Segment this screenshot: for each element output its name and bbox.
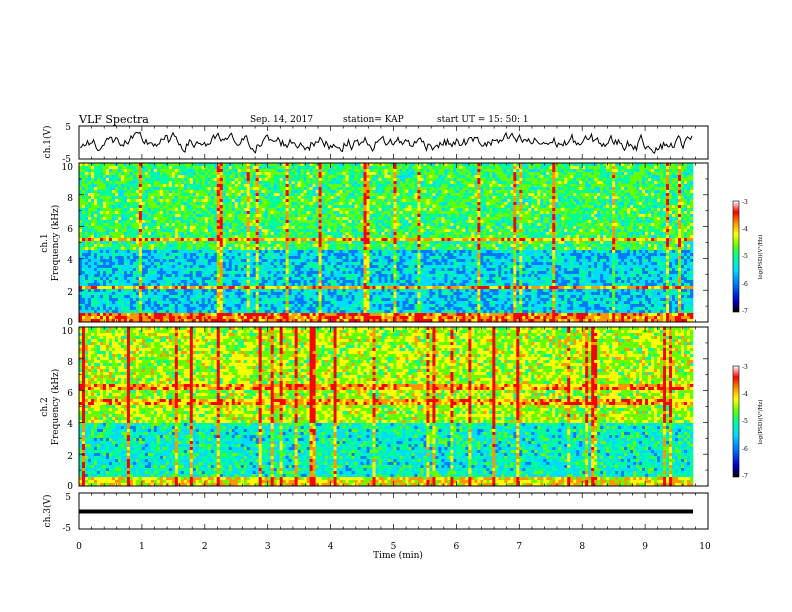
spec2-ytick-4: 4: [67, 420, 73, 430]
ch3-ytick-5: 5: [65, 493, 71, 503]
ch3-ytick-neg5: -5: [62, 524, 71, 534]
cb1-tick-neg5: -5: [742, 253, 748, 260]
spec1-ytick-2: 2: [67, 288, 73, 298]
cb2-tick-neg3: -3: [742, 364, 748, 371]
ch2-spectrogram: [79, 327, 694, 487]
spec1-ytick-10: 10: [62, 163, 74, 173]
spec2-ytick-8: 8: [67, 358, 73, 368]
y-axis-titles: ch.1(V) ch.1 Frequency (kHz) ch.2 Freque…: [40, 126, 61, 528]
ch3-ylabel: ch.3(V): [42, 495, 53, 528]
cb2-tick-neg4: -4: [742, 391, 748, 398]
spec2-ytick-10: 10: [62, 327, 74, 337]
spec1-ytick-8: 8: [67, 194, 73, 204]
spec2-ylabel-channel: ch.2: [40, 397, 50, 416]
date-label: Sep. 14, 2017: [250, 115, 313, 125]
xtick-10: 10: [699, 542, 711, 552]
chart-title: VLF Spectra: [79, 113, 149, 126]
ch1-ytick-5: 5: [65, 123, 71, 133]
xtick-4: 4: [328, 542, 334, 552]
axis-ticks: [78, 126, 709, 529]
xtick-2: 2: [202, 542, 208, 552]
x-tick-labels: 0 1 2 3 4 5 6 7 8 9 10: [76, 542, 711, 552]
cb1-label: log(PSD)(V²/Hz): [757, 235, 764, 280]
xtick-1: 1: [139, 542, 145, 552]
xtick-9: 9: [642, 542, 648, 552]
xtick-8: 8: [579, 542, 585, 552]
start-time-label: start UT = 15: 50: 1: [437, 115, 529, 125]
station-label: station= KAP: [343, 115, 404, 125]
ch1-ylabel: ch.1(V): [42, 126, 53, 159]
spec1-ylabel-frequency: Frequency (kHz): [50, 205, 61, 282]
y-tick-labels: 5 -5 10 8 6 4 2 0 10 8 6 4 2 0 5 -5: [62, 123, 74, 534]
xtick-0: 0: [76, 542, 82, 552]
xtick-7: 7: [516, 542, 522, 552]
cb1-tick-neg3: -3: [742, 199, 748, 206]
x-axis-title: Time (min): [373, 550, 423, 561]
cb2-label: log(PSD)(V²/Hz): [757, 400, 764, 445]
cb1-tick-neg7: -7: [742, 308, 748, 315]
colorbar-titles: log(PSD)(V²/Hz) log(PSD)(V²/Hz): [757, 235, 764, 445]
cb2-tick-neg6: -6: [742, 446, 748, 453]
spec1-ylabel-channel: ch.1: [40, 233, 50, 252]
cb1-tick-neg6: -6: [742, 281, 748, 288]
spec2-ytick-2: 2: [67, 452, 73, 462]
cb2-tick-neg5: -5: [742, 418, 748, 425]
ch1-waveform-line: [79, 131, 693, 154]
colorbar-tick-labels: -3 -4 -5 -6 -7 -3 -4 -5 -6 -7: [742, 199, 748, 480]
spec1-ytick-6: 6: [67, 225, 73, 235]
spec2-ylabel-frequency: Frequency (kHz): [50, 369, 61, 446]
cb1-tick-neg4: -4: [742, 226, 748, 233]
spec2-ytick-6: 6: [67, 389, 73, 399]
ch2-colorbar: [732, 365, 740, 478]
ch1-colorbar: [732, 200, 740, 313]
spec2-ytick-0: 0: [67, 482, 73, 492]
spec1-ytick-0: 0: [67, 318, 73, 328]
cb2-tick-neg7: -7: [742, 473, 748, 480]
ch1-ytick-neg5: -5: [62, 155, 71, 165]
xtick-3: 3: [265, 542, 271, 552]
spec1-ytick-4: 4: [67, 256, 73, 266]
ch1-spectrogram: [79, 163, 694, 323]
xtick-5: 5: [391, 542, 397, 552]
xtick-6: 6: [454, 542, 460, 552]
